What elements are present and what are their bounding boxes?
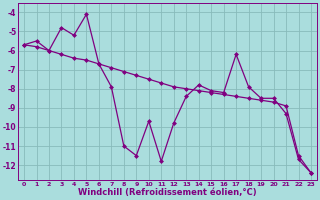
X-axis label: Windchill (Refroidissement éolien,°C): Windchill (Refroidissement éolien,°C) — [78, 188, 257, 197]
